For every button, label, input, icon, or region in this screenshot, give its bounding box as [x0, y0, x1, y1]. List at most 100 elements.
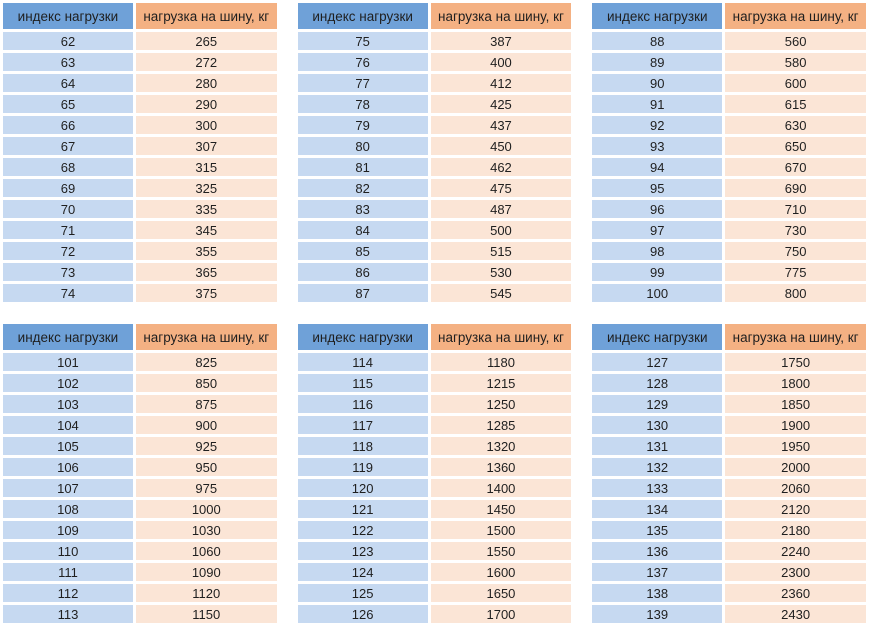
- table-row: 119 1360: [297, 458, 572, 476]
- tire-load-cell: 1180: [430, 353, 572, 371]
- table-row: 108 1000: [3, 500, 277, 518]
- load-index-cell: 115: [297, 374, 428, 392]
- table-row: 75 387: [297, 32, 572, 50]
- load-index-cell: 123: [297, 542, 428, 560]
- tire-load-cell: 1900: [725, 416, 866, 434]
- load-index-cell: 137: [592, 563, 723, 581]
- load-index-cell: 69: [3, 179, 133, 197]
- load-index-cell: 91: [592, 95, 723, 113]
- tire-load-cell: 1285: [430, 416, 572, 434]
- load-index-cell: 85: [297, 242, 428, 260]
- table-row: 102 850: [3, 374, 277, 392]
- table-row: 124 1600: [297, 563, 572, 581]
- column-header-load-index: индекс нагрузки: [297, 3, 428, 29]
- load-index-cell: 130: [592, 416, 723, 434]
- table-row: 130 1900: [592, 416, 866, 434]
- load-index-cell: 121: [297, 500, 428, 518]
- tire-load-cell: 650: [725, 137, 866, 155]
- tire-load-cell: 615: [725, 95, 866, 113]
- load-index-cell: 63: [3, 53, 133, 71]
- load-index-cell: 83: [297, 200, 428, 218]
- load-index-cell: 77: [297, 74, 428, 92]
- table-row: 82 475: [297, 179, 572, 197]
- table-row: 70 335: [3, 200, 277, 218]
- load-index-cell: 81: [297, 158, 428, 176]
- column-header-tire-load: нагрузка на шину, кг: [430, 3, 572, 29]
- table-row: 134 2120: [592, 500, 866, 518]
- load-index-cell: 100: [592, 284, 723, 302]
- load-index-cell: 118: [297, 437, 428, 455]
- tire-load-cell: 730: [725, 221, 866, 239]
- table-row: 139 2430: [592, 605, 866, 623]
- tire-load-cell: 1320: [430, 437, 572, 455]
- load-index-cell: 90: [592, 74, 723, 92]
- table-row: 68 315: [3, 158, 277, 176]
- tire-load-cell: 1400: [430, 479, 572, 497]
- load-index-cell: 110: [3, 542, 133, 560]
- table-row: 66 300: [3, 116, 277, 134]
- table-row: 69 325: [3, 179, 277, 197]
- header-row: индекс нагрузки нагрузка на шину, кг: [3, 3, 277, 29]
- table-row: 87 545: [297, 284, 572, 302]
- load-index-cell: 113: [3, 605, 133, 623]
- table-row: 89 580: [592, 53, 866, 71]
- load-index-cell: 107: [3, 479, 133, 497]
- header-row: индекс нагрузки нагрузка на шину, кг: [592, 324, 866, 350]
- load-index-cell: 127: [592, 353, 723, 371]
- table-row: 131 1950: [592, 437, 866, 455]
- load-index-cell: 125: [297, 584, 428, 602]
- tire-load-cell: 630: [725, 116, 866, 134]
- table-row: 114 1180: [297, 353, 572, 371]
- tire-load-cell: 307: [135, 137, 277, 155]
- tire-load-cell: 1650: [430, 584, 572, 602]
- table-row: 110 1060: [3, 542, 277, 560]
- load-index-cell: 119: [297, 458, 428, 476]
- load-index-cell: 71: [3, 221, 133, 239]
- load-index-cell: 75: [297, 32, 428, 50]
- header-row: индекс нагрузки нагрузка на шину, кг: [3, 324, 277, 350]
- tire-load-cell: 462: [430, 158, 572, 176]
- table-row: 121 1450: [297, 500, 572, 518]
- load-index-cell: 65: [3, 95, 133, 113]
- load-index-cell: 108: [3, 500, 133, 518]
- table-row: 77 412: [297, 74, 572, 92]
- table-row: 81 462: [297, 158, 572, 176]
- load-index-table-2: индекс нагрузки нагрузка на шину, кг 75 3…: [295, 0, 575, 305]
- table-row: 72 355: [3, 242, 277, 260]
- tire-load-cell: 450: [430, 137, 572, 155]
- tire-load-cell: 875: [135, 395, 277, 413]
- tire-load-cell: 1120: [135, 584, 277, 602]
- header-row: индекс нагрузки нагрузка на шину, кг: [592, 3, 866, 29]
- tire-load-cell: 530: [430, 263, 572, 281]
- table-row: 105 925: [3, 437, 277, 455]
- load-index-cell: 139: [592, 605, 723, 623]
- table-row: 97 730: [592, 221, 866, 239]
- tire-load-cell: 670: [725, 158, 866, 176]
- load-index-cell: 133: [592, 479, 723, 497]
- load-index-cell: 129: [592, 395, 723, 413]
- column-header-load-index: индекс нагрузки: [3, 3, 133, 29]
- column-header-load-index: индекс нагрузки: [3, 324, 133, 350]
- table-row: 92 630: [592, 116, 866, 134]
- tire-load-cell: 475: [430, 179, 572, 197]
- load-index-cell: 95: [592, 179, 723, 197]
- tire-load-cell: 850: [135, 374, 277, 392]
- load-index-cell: 109: [3, 521, 133, 539]
- tire-load-cell: 487: [430, 200, 572, 218]
- load-index-cell: 98: [592, 242, 723, 260]
- table-row: 111 1090: [3, 563, 277, 581]
- tire-load-cell: 2360: [725, 584, 866, 602]
- table-row: 98 750: [592, 242, 866, 260]
- table-row: 116 1250: [297, 395, 572, 413]
- table-row: 64 280: [3, 74, 277, 92]
- tire-load-cell: 515: [430, 242, 572, 260]
- table-row: 63 272: [3, 53, 277, 71]
- load-index-cell: 128: [592, 374, 723, 392]
- table-row: 83 487: [297, 200, 572, 218]
- load-index-cell: 86: [297, 263, 428, 281]
- load-index-cell: 93: [592, 137, 723, 155]
- tire-load-cell: 300: [135, 116, 277, 134]
- tire-load-cell: 900: [135, 416, 277, 434]
- tire-load-cell: 1215: [430, 374, 572, 392]
- load-index-cell: 120: [297, 479, 428, 497]
